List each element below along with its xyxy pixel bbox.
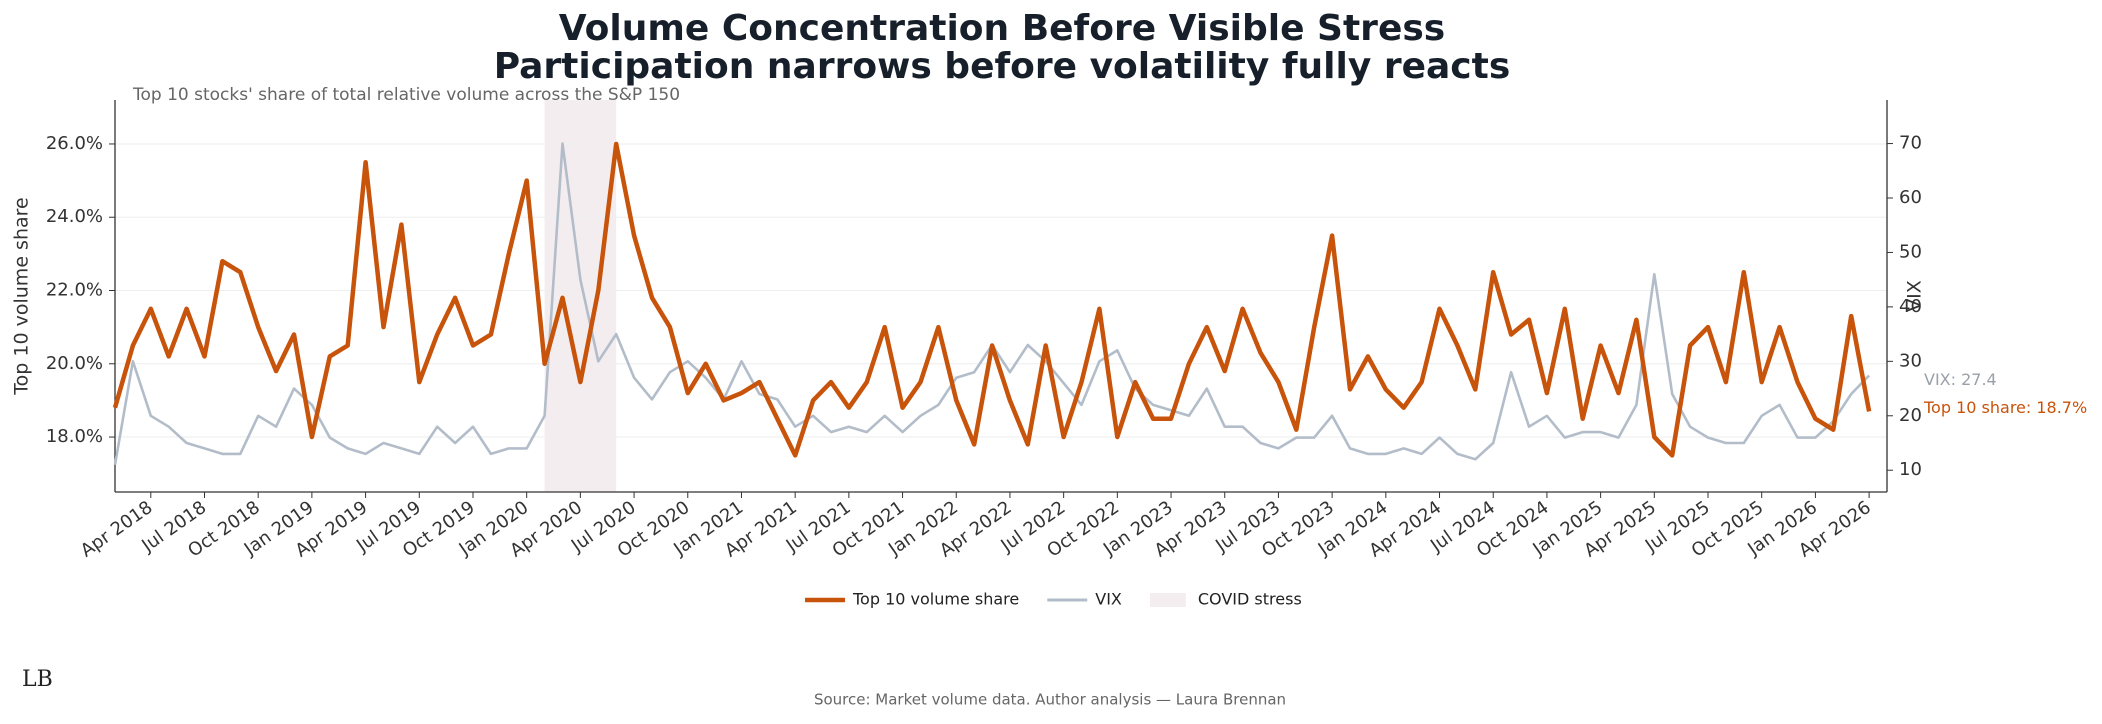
y-tick-label: 22.0%	[46, 280, 103, 301]
series-line	[112, 141, 1872, 458]
logo: LB	[22, 667, 53, 692]
legend-label: Top 10 volume share	[852, 590, 1019, 609]
y2-axis-label: VIX	[1904, 280, 1926, 312]
chart-subtitle: Top 10 stocks' share of total relative v…	[132, 85, 680, 105]
y2-tick-label: 70	[1899, 133, 1922, 154]
y-tick-label: 20.0%	[46, 353, 103, 374]
source-note: Source: Market volume data. Author analy…	[814, 691, 1286, 709]
x-tick-label: Apr 2018	[77, 497, 157, 562]
legend: Top 10 volume share VIX COVID stress	[805, 590, 1302, 609]
y-tick-label: 26.0%	[46, 133, 103, 154]
legend-label: COVID stress	[1198, 590, 1302, 609]
y2-tick-label: 60	[1899, 187, 1922, 208]
end-label: Top 10 share: 18.7%	[1923, 398, 2087, 417]
y2-tick-label: 20	[1899, 405, 1922, 426]
chart-title: Volume Concentration Before Visible Stre…	[559, 8, 1445, 49]
y-axis-label: Top 10 volume share	[11, 197, 33, 395]
y2-tick-label: 30	[1899, 350, 1922, 371]
legend-label: VIX	[1095, 590, 1122, 609]
y-tick-label: 24.0%	[46, 206, 103, 227]
series-line	[113, 142, 1871, 466]
end-label: VIX: 27.4	[1924, 370, 1997, 389]
y2-tick-label: 10	[1899, 459, 1922, 480]
y2-tick-label: 40	[1899, 296, 1922, 317]
legend-swatch	[1149, 593, 1186, 607]
y2-tick-label: 50	[1899, 241, 1922, 262]
chart-title: Participation narrows before volatility …	[494, 46, 1511, 87]
y-tick-label: 18.0%	[46, 426, 103, 447]
span	[544, 100, 617, 492]
